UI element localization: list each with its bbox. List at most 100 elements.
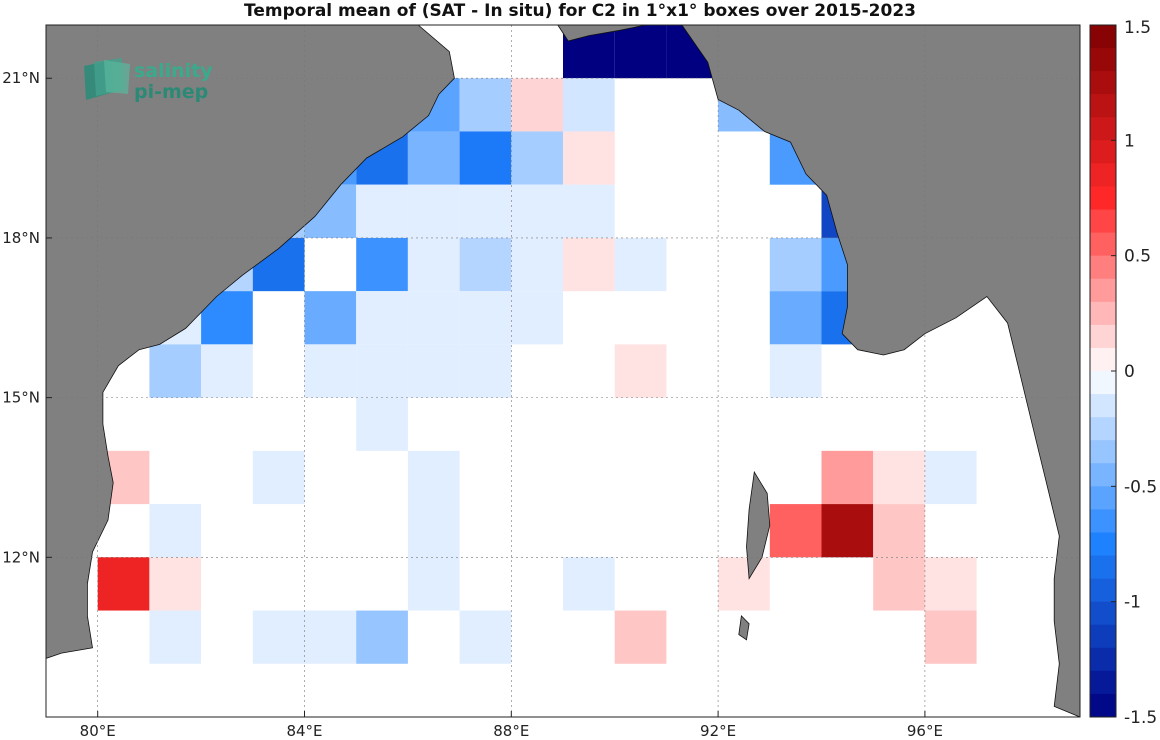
- heatmap-cell: [252, 450, 305, 505]
- heatmap-cell: [407, 131, 460, 185]
- colorbar-segment: [1090, 463, 1116, 487]
- colorbar-segments: [1090, 25, 1116, 718]
- heatmap-cell: [769, 237, 822, 292]
- colorbar-segment: [1090, 601, 1116, 626]
- colorbar-tick-label: 0.5: [1124, 247, 1151, 267]
- heatmap-cell: [407, 450, 460, 505]
- colorbar-segment: [1090, 324, 1116, 349]
- heatmap-cell: [614, 25, 667, 79]
- colorbar-segment: [1090, 509, 1116, 533]
- heatmap-cell: [407, 237, 460, 292]
- colorbar-segment: [1090, 578, 1116, 603]
- colorbar-tick-label: -1: [1124, 593, 1141, 613]
- map-area: 80°E 84°E 88°E 92°E 96°E 21°N 18°N 15°N 12°N: [2, 24, 1081, 740]
- colorbar-segment: [1090, 301, 1116, 326]
- map-title: Temporal mean of (SAT - In situ) for C2 …: [244, 1, 916, 21]
- heatmap-cell: [563, 557, 615, 611]
- y-axis-ticks: 21°N 18°N 15°N 12°N: [2, 69, 52, 566]
- heatmap-cell: [304, 610, 357, 664]
- heatmap-cell: [149, 610, 202, 664]
- heatmap-cell: [459, 78, 512, 132]
- heatmap-cell: [873, 557, 925, 611]
- heatmap-cell: [511, 78, 563, 132]
- colorbar-segment: [1090, 140, 1116, 164]
- heatmap-cell: [356, 397, 408, 451]
- little-andaman-island: [738, 615, 750, 641]
- colorbar-segment: [1090, 278, 1116, 303]
- heatmap-cell: [304, 344, 357, 398]
- heatmap-cell: [924, 557, 977, 611]
- heatmap-cell: [563, 131, 615, 185]
- heatmap-cell: [97, 557, 150, 611]
- heatmap-cell: [821, 450, 874, 505]
- grid-lines: [46, 25, 1080, 717]
- heatmap-cell: [821, 504, 874, 558]
- land-layer: [45, 24, 1081, 718]
- heatmap-cell: [614, 237, 667, 292]
- heatmap-cell: [407, 291, 460, 345]
- colorbar-ticks: 1.5 1 0.5 0 -0.5 -1 -1.5: [1111, 18, 1157, 728]
- colorbar-tick-label: -1.5: [1124, 708, 1157, 728]
- heatmap-cell: [252, 610, 305, 664]
- heatmap-cell: [873, 450, 925, 505]
- heatmap-cell: [769, 291, 822, 345]
- heatmap-cell: [511, 237, 563, 292]
- colorbar-segment: [1090, 371, 1116, 395]
- heatmap-cell: [614, 344, 667, 398]
- colorbar-segment: [1090, 693, 1116, 718]
- colorbar-segment: [1090, 48, 1116, 72]
- heatmap-cell: [407, 344, 460, 398]
- heatmap-cell: [407, 504, 460, 558]
- logo-text-pi-mep: pi-mep: [134, 81, 208, 103]
- colorbar-segment: [1090, 532, 1116, 557]
- colorbar-tick-label: 1.5: [1124, 18, 1151, 38]
- colorbar-segment: [1090, 117, 1116, 141]
- x-tick-label: 88°E: [493, 722, 529, 740]
- colorbar-tick-label: 0: [1124, 362, 1135, 382]
- heatmap-cell: [356, 184, 408, 238]
- colorbar-segment: [1090, 25, 1116, 49]
- heatmap-cell: [924, 450, 977, 505]
- colorbar-segment: [1090, 232, 1116, 257]
- heatmap-cell: [356, 610, 408, 664]
- heatmap-cell: [459, 237, 512, 292]
- colorbar-segment: [1090, 347, 1116, 372]
- colorbar-segment: [1090, 209, 1116, 234]
- heatmap-cell: [407, 184, 460, 238]
- y-tick-label: 12°N: [2, 548, 40, 566]
- colorbar-segment: [1090, 394, 1116, 418]
- colorbar-segment: [1090, 186, 1116, 211]
- heatmap-cell: [459, 610, 512, 664]
- x-axis-ticks: 80°E 84°E 88°E 92°E 96°E: [80, 711, 943, 740]
- heatmap-cell: [149, 504, 202, 558]
- y-tick-label: 18°N: [2, 229, 40, 247]
- heatmap-cell: [563, 78, 615, 132]
- heatmap-cell: [614, 610, 667, 664]
- colorbar-segment: [1090, 624, 1116, 649]
- heatmap-cell: [459, 184, 512, 238]
- heatmap-cell: [873, 504, 925, 558]
- colorbar-segment: [1090, 417, 1116, 441]
- heatmap-cell: [356, 291, 408, 345]
- colorbar-segment: [1090, 255, 1116, 280]
- heatmap-cell: [304, 291, 357, 345]
- colorbar-tick-label: 1: [1124, 131, 1135, 151]
- heatmap-cell: [201, 344, 253, 398]
- heatmap-cell: [149, 557, 202, 611]
- heatmap-cell: [407, 557, 460, 611]
- heatmap-cell: [769, 344, 822, 398]
- myanmar-landmass: [681, 24, 1081, 718]
- heatmap-cell: [563, 184, 615, 238]
- x-tick-label: 84°E: [286, 722, 322, 740]
- logo-text-salinity: salinity: [134, 60, 213, 82]
- colorbar-segment: [1090, 94, 1116, 118]
- x-tick-label: 80°E: [80, 722, 116, 740]
- colorbar: 1.5 1 0.5 0 -0.5 -1 -1.5: [1089, 18, 1157, 728]
- colorbar-segment: [1090, 440, 1116, 464]
- heatmap-cell: [924, 610, 977, 664]
- heatmap-cell: [511, 291, 563, 345]
- heatmap-cell: [459, 131, 512, 185]
- logo-mark-icon: [84, 58, 130, 100]
- colorbar-segment: [1090, 647, 1116, 672]
